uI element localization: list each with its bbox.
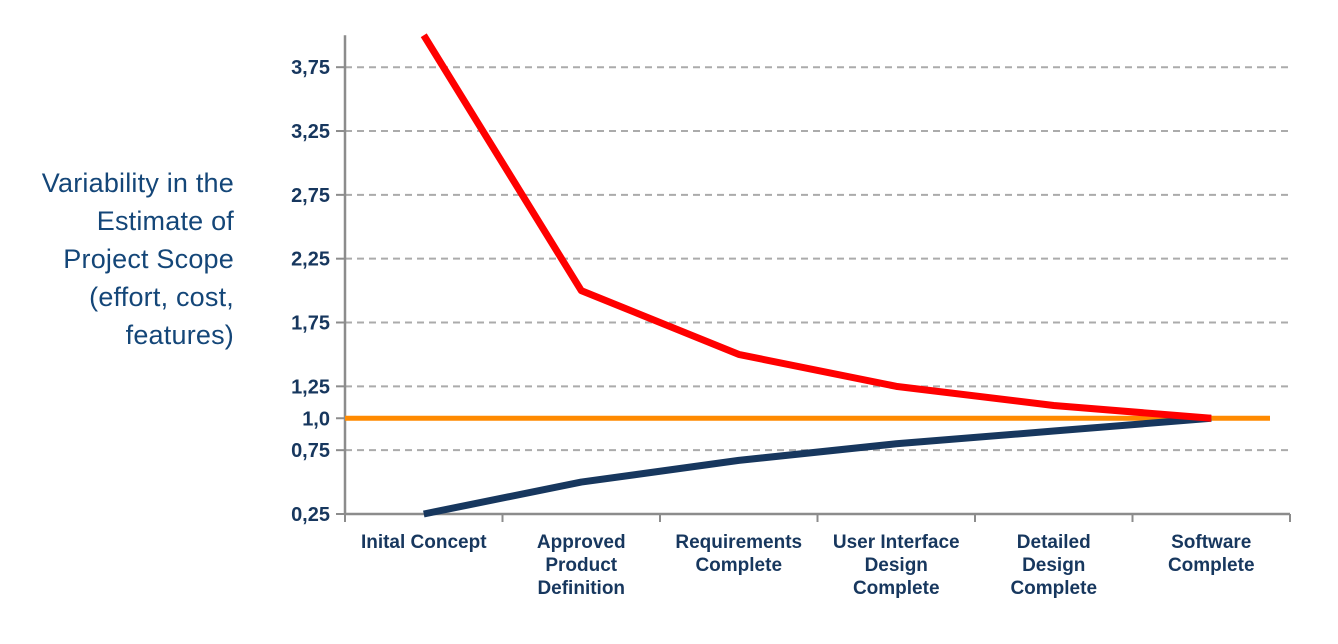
x-category-label: Approved Product Definition bbox=[537, 532, 626, 599]
y-tick-label: 3,25 bbox=[291, 121, 330, 143]
y-axis-title: Variability in the Estimate of Project S… bbox=[41, 168, 234, 350]
y-tick-label: 1,25 bbox=[291, 376, 330, 398]
y-tick-label: 0,75 bbox=[291, 440, 330, 462]
y-tick-label: 1,75 bbox=[291, 313, 330, 335]
series-line-upper-estimate-bound bbox=[420, 33, 1212, 422]
y-tick-label: 3,75 bbox=[291, 57, 330, 79]
x-category-label: Software Complete bbox=[1168, 532, 1255, 576]
x-category-label: Requirements Complete bbox=[675, 532, 802, 576]
y-tick-label: 0,25 bbox=[291, 504, 330, 526]
x-category-label: Detailed Design Complete bbox=[1010, 532, 1097, 599]
y-tick-label: 2,25 bbox=[291, 249, 330, 271]
series-line-lower-estimate-bound bbox=[423, 414, 1212, 518]
y-tick-label: 2,75 bbox=[291, 185, 330, 207]
x-category-label: Inital Concept bbox=[361, 532, 487, 553]
y-tick-label: 1,0 bbox=[302, 408, 330, 430]
x-category-label: User Interface Design Complete bbox=[833, 532, 960, 599]
